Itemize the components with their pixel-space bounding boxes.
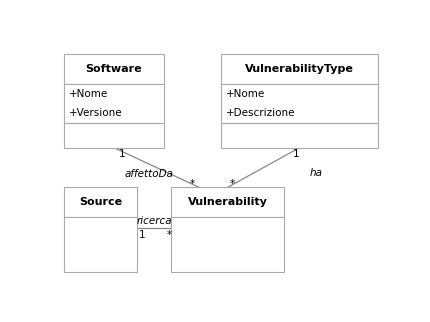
Bar [64,123,164,148]
Bar [170,217,284,272]
Bar [64,84,164,123]
Bar [64,217,137,272]
Text: *: * [230,179,235,189]
Bar [221,123,377,148]
Bar [64,53,164,84]
Text: Software: Software [86,63,142,74]
Bar [221,53,377,84]
Text: +Nome: +Nome [69,89,108,99]
Text: ricerca: ricerca [136,216,172,226]
Text: +Descrizione: +Descrizione [225,108,295,118]
Text: *: * [166,230,171,240]
Text: VulnerabilityType: VulnerabilityType [244,63,353,74]
Bar [170,187,284,217]
Bar [221,84,377,123]
Text: *: * [190,179,195,189]
Text: +Nome: +Nome [225,89,264,99]
Text: affettoDa: affettoDa [124,169,173,179]
Text: Source: Source [79,197,122,207]
Text: 1: 1 [292,149,299,159]
Text: +Versione: +Versione [69,108,122,118]
Text: Vulnerability: Vulnerability [187,197,267,207]
Bar [64,187,137,217]
Text: 1: 1 [119,149,126,159]
Text: ha: ha [309,167,322,177]
Text: 1: 1 [139,230,145,240]
